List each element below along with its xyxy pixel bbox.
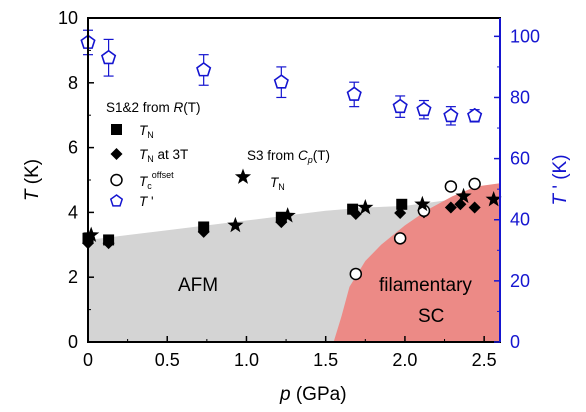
y-tick-label: 0 [68, 332, 78, 352]
y2-tick-label: 20 [510, 271, 530, 291]
series-4 [83, 187, 502, 242]
legend-tc-sub: c [147, 181, 152, 191]
tprime-pentagon-point [467, 107, 483, 123]
tn-3t-diamond-point [197, 225, 210, 238]
y-tick-label: 6 [68, 138, 78, 158]
x-tick-label: 0 [83, 350, 93, 370]
legend-tn-label: T [139, 123, 149, 138]
tn-3t-diamond-point [444, 201, 457, 214]
legend-group1-title-text: S1&2 from [106, 100, 174, 115]
legend-group2-title-arg: (T) [313, 148, 330, 163]
y-tick-label: 4 [68, 202, 78, 222]
x-tick-label: 0.5 [155, 350, 180, 370]
svg-text:TN: TN [270, 175, 285, 192]
tprime-pentagon-point [346, 86, 362, 101]
legend-tprime-after: ' [147, 194, 153, 209]
series-3 [80, 29, 483, 126]
legend-tc-sup: offset [152, 170, 174, 180]
legend-tns3-label: T [270, 175, 280, 190]
y-tick-label: 2 [68, 267, 78, 287]
legend-item-tn-3t: TN at 3T [110, 147, 188, 164]
x-axis-unit: (GPa) [291, 384, 347, 405]
svg-text:TN: TN [139, 123, 154, 140]
sc-region-label-line1: filamentary [379, 275, 472, 296]
tn-star-point [485, 190, 502, 207]
superconducting-region [333, 183, 500, 342]
legend-tn3t-label: T [139, 147, 149, 162]
tn-3t-diamond-point [102, 237, 115, 250]
legend-group1-title-arg: (T) [183, 100, 200, 115]
tprime-pentagon-point [416, 101, 432, 117]
x-tick-label: 1.0 [234, 350, 259, 370]
legend-item-tn-s3: TN [234, 168, 285, 192]
tn-star-point [83, 226, 100, 242]
legend-group2-title-sub: p [307, 155, 313, 165]
svg-text:Tcoffset: Tcoffset [139, 170, 174, 191]
y2-axis-title: T ' (K) [550, 154, 571, 205]
tn-star-point [357, 199, 374, 215]
legend-tn3t-after: at 3T [154, 147, 189, 162]
legend-tprime-label: T [139, 194, 149, 209]
legend-pentagon-marker [109, 194, 124, 207]
legend-tns3-sub: N [278, 182, 285, 192]
afm-region-label: AFM [178, 275, 218, 296]
tn-3t-diamond-point [454, 198, 467, 211]
y2-tick-label: 100 [510, 26, 540, 46]
legend-star-marker [234, 168, 252, 184]
legend-diamond-marker [110, 148, 123, 160]
tn-star-point [414, 195, 431, 212]
legend-item-tprime: T ' [109, 194, 154, 209]
tc-offset-circle-point [349, 267, 363, 281]
tprime-pentagon-point [443, 107, 459, 123]
tprime-pentagon-point [273, 74, 289, 89]
y-tick-label: 10 [58, 8, 78, 28]
tprime-pentagon-point [392, 98, 408, 114]
tn-star-point [455, 187, 472, 204]
svg-text:TN at 3T: TN at 3T [139, 147, 188, 164]
legend-tn3t-sub: N [147, 154, 154, 164]
x-tick-label: 2.5 [472, 350, 497, 370]
tc-offset-circle-point [444, 180, 458, 193]
legend-group2-title-text: S3 from [247, 148, 298, 163]
y-axis-title: T (K) [22, 159, 43, 201]
svg-text:T ': T ' [139, 194, 154, 209]
x-axis-title: p (GPa) [279, 384, 347, 405]
legend-tc-label: T [139, 174, 149, 189]
sc-region-label-line2: SC [418, 306, 444, 327]
legend-group2-title: S3 from Cp(T) [247, 148, 330, 165]
y2-tick-label: 60 [510, 149, 530, 169]
x-axis-var: p [279, 384, 291, 405]
tprime-pentagon-point [100, 49, 117, 65]
y2-tick-label: 80 [510, 87, 530, 107]
legend-item-tc-offset: Tcoffset [110, 170, 174, 191]
x-tick-label: 1.5 [313, 350, 338, 370]
legend-circle-marker [110, 173, 123, 187]
tc-offset-circle-point [468, 177, 481, 191]
tn-3t-diamond-point [394, 207, 407, 220]
y2-tick-label: 40 [510, 210, 530, 230]
legend-item-tn: TN [111, 123, 154, 140]
legend-group1-title-var: R [174, 100, 184, 115]
tn-3t-diamond-point [468, 201, 481, 214]
tn-star-point [279, 207, 296, 223]
tn-3t-diamond-point [349, 208, 362, 221]
legend-tn-sub: N [147, 130, 154, 140]
tn-square-point [396, 198, 408, 210]
tn-star-point [227, 216, 244, 233]
y2-tick-label: 0 [510, 332, 520, 352]
y-tick-label: 8 [68, 73, 78, 93]
x-tick-label: 2.0 [392, 350, 417, 370]
legend-square-marker [111, 124, 122, 135]
tn-square-point [347, 203, 359, 215]
legend-group2-title-var: C [298, 148, 308, 163]
tprime-pentagon-point [196, 61, 212, 77]
tc-offset-circle-point [393, 232, 407, 245]
legend-group1-title: S1&2 from R(T) [106, 100, 201, 115]
